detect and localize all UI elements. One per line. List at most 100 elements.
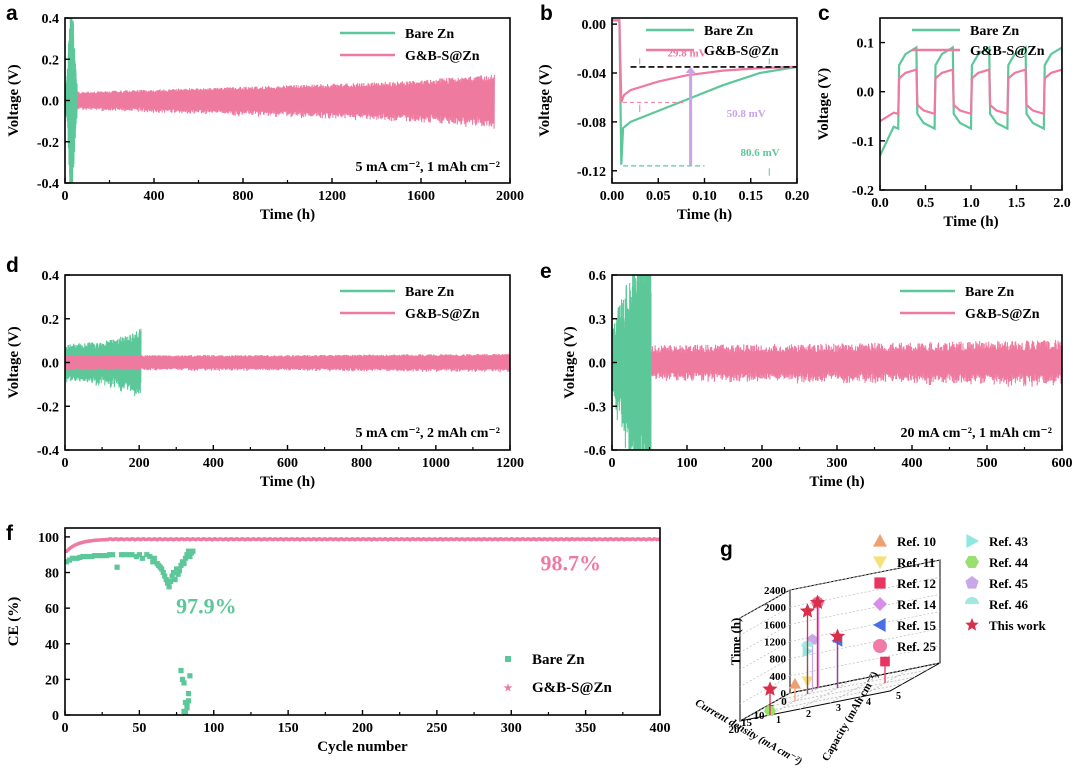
plot-area-e [612, 275, 1062, 450]
ytick-label-b: -0.12 [577, 165, 606, 180]
series-gb-c [880, 68, 1062, 123]
legend-label-a: Bare Zn [405, 27, 454, 42]
zgrid [739, 675, 791, 705]
point-bare-f [160, 569, 166, 576]
xtick-label-c: 0.0 [871, 196, 889, 211]
ytick-label-c: 0.0 [857, 86, 875, 101]
xtick-label-a: 2000 [496, 189, 524, 204]
point-bare-f [110, 552, 116, 558]
xtick-label-f: 250 [426, 721, 447, 736]
ytick-label-g: 5 [896, 691, 901, 702]
point-bare-f [172, 577, 178, 583]
ytick-label-f: 60 [45, 602, 59, 617]
floor-grid [752, 683, 903, 715]
xtick-label-f: 300 [501, 721, 522, 736]
point-bare-f [166, 584, 172, 590]
series-gb-e [612, 339, 1062, 387]
ylabel-c: Voltage (V) [816, 68, 832, 140]
xtick-label-b: 0.10 [692, 189, 717, 204]
ytick-label-e: 0.6 [589, 269, 607, 284]
ztick-label-g: 2400 [764, 585, 787, 597]
panel-letter-e: e [540, 260, 552, 283]
series-bare-d [65, 328, 142, 397]
series-bare-a [65, 18, 78, 183]
panel-a: 0 400 800 1200 1600 2000 0.4 0.2 0.0 -0.2 -0.4 Time… [6, 2, 524, 223]
legend-label-g: This work [989, 618, 1046, 633]
point-bare-f [179, 676, 186, 682]
xtick-label-f: 200 [352, 721, 373, 736]
xtick-label-d: 600 [277, 456, 298, 471]
xtick-label-d: 400 [203, 456, 224, 471]
point-bare-f [150, 559, 156, 565]
point-bare-f [129, 552, 135, 558]
legend-marker-g [965, 597, 979, 604]
zgrid [739, 692, 791, 722]
xtick-label-a: 0 [62, 189, 69, 204]
ytick-label-e: 0.0 [589, 357, 607, 372]
point-bare-f [74, 555, 80, 561]
xtick-label-f: 400 [650, 721, 671, 736]
ytick-label-f: 40 [45, 638, 59, 653]
xlabel-e: Time (h) [809, 474, 864, 490]
zgrid [739, 641, 791, 670]
point-bare-f [184, 552, 190, 558]
plot-area-c [880, 45, 1062, 157]
xtick-label-d: 800 [351, 456, 372, 471]
xlabel-c: Time (h) [943, 214, 998, 230]
ytick-label-g: 2 [806, 709, 811, 720]
panel-letter-g: g [720, 538, 733, 561]
point-bare-f [118, 552, 125, 558]
point-bare-f [114, 564, 120, 570]
zgrid [739, 624, 791, 653]
zgrid [739, 658, 791, 687]
ztick-label-g: 2000 [764, 602, 787, 614]
point-bare-f [187, 553, 193, 560]
legend-label-f: G&B-S@Zn [532, 680, 612, 696]
condition-e: 20 mA cm⁻², 1 mAh cm⁻² [901, 426, 1052, 441]
point-bare-f [176, 568, 183, 574]
panel-g: g 2400 2000 1600 1200 800 400 0 Time (h) 0 5 101520… [693, 534, 1046, 768]
legend-marker-g [965, 555, 979, 569]
point-bare-f [99, 553, 105, 559]
legend-swatch-f [505, 656, 511, 662]
legend-label-e: Bare Zn [965, 285, 1014, 300]
point-bare-f [104, 553, 110, 559]
legend-label-g: Ref. 25 [897, 639, 936, 654]
xtick-label-e: 600 [1052, 456, 1073, 471]
point-bare-f [136, 552, 142, 558]
xtick-label-d: 0 [62, 456, 69, 471]
ztick-label-g: 0 [781, 688, 787, 700]
plot-area-b [612, 19, 797, 165]
ytick-label-a: 0.0 [42, 95, 60, 110]
point-bare-f [185, 698, 192, 704]
panel-letter-d: d [6, 254, 19, 277]
point-bare-f [77, 554, 83, 560]
point-bare-f [168, 578, 174, 584]
xtick-label-a: 1600 [407, 189, 435, 204]
legend-label-b: Bare Zn [704, 24, 753, 39]
plot-area-a [65, 18, 495, 183]
legend-marker-g [873, 639, 887, 653]
zgrid [789, 593, 941, 625]
xtick-label-b: 0.20 [785, 189, 810, 204]
legend-label-a: G&B-S@Zn [405, 49, 480, 64]
xtick-label-c: 2.0 [1053, 196, 1071, 211]
ytick-label-e: -0.3 [584, 400, 606, 415]
point-bare-f [107, 552, 113, 558]
marker-this-work [809, 594, 826, 610]
legend-label-g: Ref. 11 [897, 555, 935, 570]
legend-marker-g [965, 576, 979, 589]
zgrid [789, 645, 941, 677]
series-bare-e [612, 275, 652, 450]
xtick-label-c: 0.5 [917, 196, 935, 211]
legend-label-g: Ref. 15 [897, 618, 936, 633]
ylabel-b: Voltage (V) [537, 64, 553, 136]
floor-grid [829, 674, 881, 704]
point-bare-f [178, 562, 184, 568]
floor-grid [764, 676, 916, 708]
xtick-label-c: 1.0 [962, 196, 980, 211]
point-bare-f [182, 555, 189, 561]
legend-label-e: G&B-S@Zn [965, 307, 1040, 322]
ytick-label-d: 0.4 [42, 269, 60, 284]
